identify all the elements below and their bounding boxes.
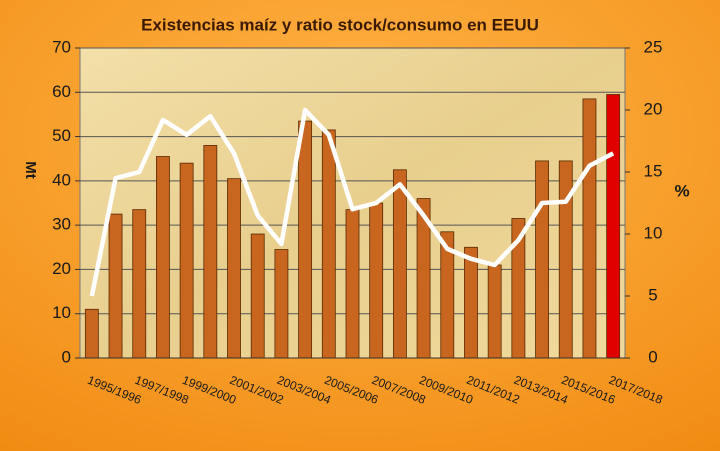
bar	[179, 162, 194, 359]
bar	[321, 129, 336, 359]
y2-axis-label: %	[674, 181, 689, 200]
bar	[298, 120, 313, 359]
y-tick-label: 40	[52, 170, 71, 189]
y-tick-label: 70	[52, 37, 71, 56]
bar	[156, 156, 170, 359]
bar	[369, 202, 384, 359]
y-axis-label: Mt	[22, 161, 39, 179]
bar	[132, 209, 147, 359]
y-tick-label: 60	[52, 82, 71, 101]
bar	[227, 178, 241, 359]
y2-tick-label: 10	[644, 223, 663, 242]
bar	[274, 249, 289, 359]
y-tick-label: 50	[52, 126, 71, 145]
bar	[487, 264, 502, 359]
y2-tick-label: 25	[644, 37, 663, 56]
y-tick-label: 0	[62, 347, 71, 366]
y-tick-label: 30	[52, 215, 71, 234]
y-tick-label: 20	[52, 259, 71, 278]
bar	[84, 308, 99, 359]
bar	[535, 160, 549, 359]
bar	[558, 160, 573, 359]
bar	[345, 209, 360, 359]
bar	[606, 94, 621, 359]
chart-title: Existencias maíz y ratio stock/consumo e…	[141, 15, 539, 34]
y2-tick-label: 20	[644, 99, 663, 118]
bar	[582, 98, 597, 359]
bar	[108, 213, 123, 359]
line	[89, 107, 615, 297]
bar	[464, 246, 478, 359]
bar	[250, 233, 265, 359]
bar	[392, 169, 407, 359]
y-tick-label: 10	[52, 303, 71, 322]
y2-tick-label: 15	[644, 161, 663, 180]
bar	[203, 145, 218, 359]
y2-tick-label: 5	[648, 285, 657, 304]
y2-tick-label: 0	[648, 347, 657, 366]
